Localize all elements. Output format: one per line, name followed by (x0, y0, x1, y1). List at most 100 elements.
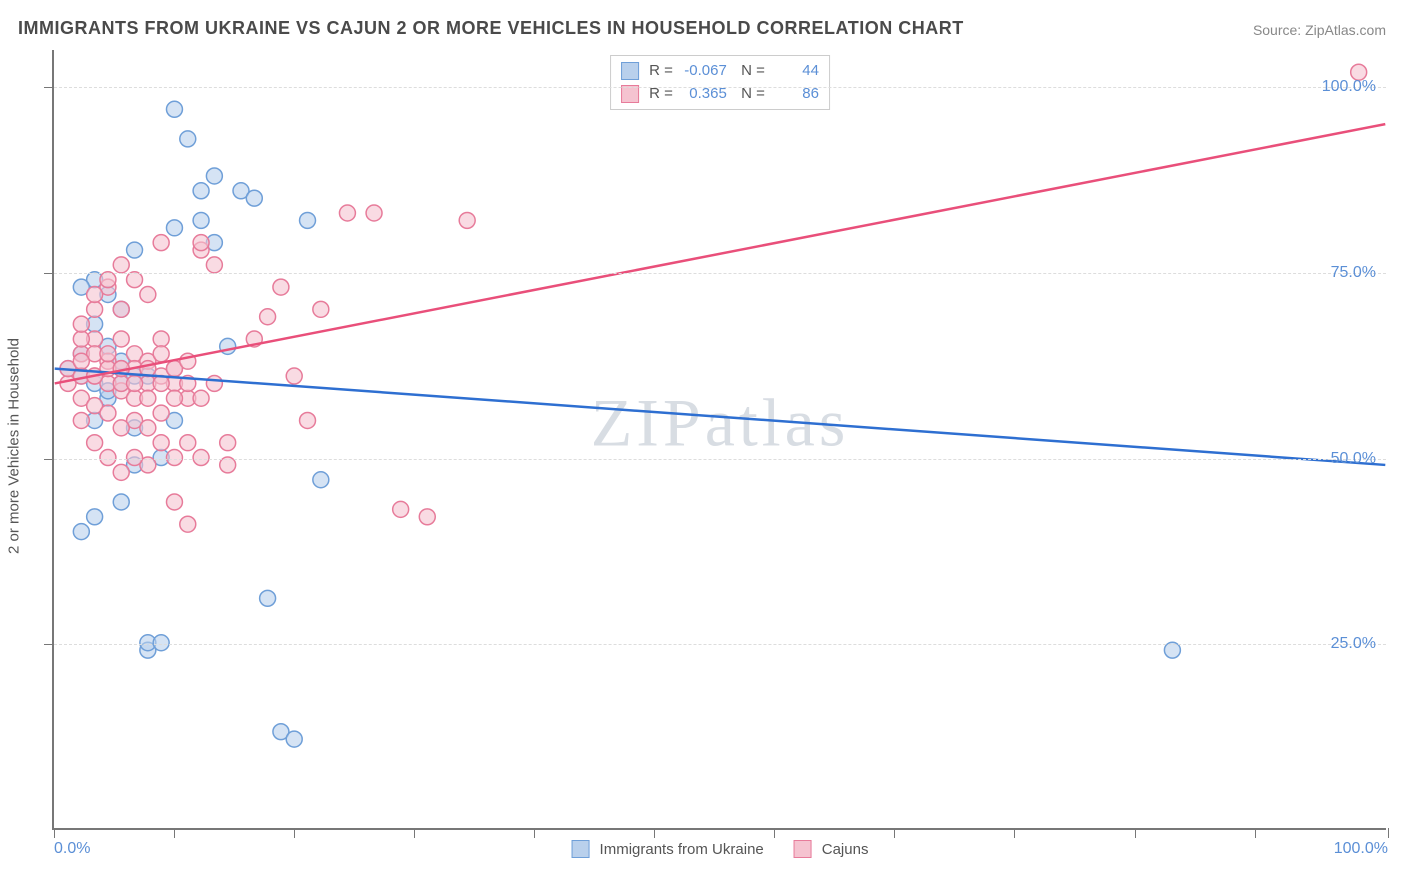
scatter-point-series-1 (87, 287, 103, 303)
scatter-point-series-0 (166, 220, 182, 236)
stat-n-value-1: 86 (771, 83, 819, 106)
scatter-point-series-0 (87, 509, 103, 525)
scatter-point-series-1 (113, 257, 129, 273)
scatter-point-series-1 (87, 435, 103, 451)
gridline (54, 459, 1386, 460)
scatter-point-series-0 (193, 212, 209, 228)
scatter-point-series-1 (153, 331, 169, 347)
ytick (44, 87, 54, 88)
scatter-point-series-0 (246, 190, 262, 206)
scatter-point-series-1 (113, 420, 129, 436)
scatter-point-series-0 (113, 494, 129, 510)
scatter-point-series-1 (153, 346, 169, 362)
plot-area: ZIPatlas R = -0.067 N = 44 R = 0.365 N =… (52, 50, 1386, 830)
scatter-point-series-1 (140, 420, 156, 436)
scatter-point-series-0 (286, 731, 302, 747)
scatter-point-series-1 (140, 390, 156, 406)
legend-swatch-1 (794, 840, 812, 858)
xtick (174, 828, 175, 838)
xtick (1014, 828, 1015, 838)
scatter-point-series-0 (300, 212, 316, 228)
scatter-point-series-1 (113, 301, 129, 317)
scatter-point-series-1 (140, 287, 156, 303)
scatter-point-series-1 (260, 309, 276, 325)
scatter-point-series-1 (180, 435, 196, 451)
ytick-label: 25.0% (1331, 635, 1376, 653)
scatter-point-series-1 (206, 375, 222, 391)
scatter-point-series-1 (206, 257, 222, 273)
stat-n-label-1: N = (733, 83, 765, 106)
scatter-point-series-1 (153, 435, 169, 451)
stat-n-value-0: 44 (771, 60, 819, 83)
scatter-point-series-1 (127, 450, 143, 466)
scatter-point-series-1 (166, 494, 182, 510)
ytick (44, 644, 54, 645)
scatter-point-series-1 (73, 316, 89, 332)
xtick (294, 828, 295, 838)
scatter-point-series-1 (393, 501, 409, 517)
legend-item-0: Immigrants from Ukraine (572, 840, 764, 858)
scatter-point-series-1 (286, 368, 302, 384)
scatter-point-series-1 (153, 405, 169, 421)
ytick-label: 100.0% (1322, 78, 1376, 96)
stats-legend: R = -0.067 N = 44 R = 0.365 N = 86 (610, 55, 830, 110)
legend-item-1: Cajuns (794, 840, 869, 858)
scatter-point-series-1 (100, 405, 116, 421)
ytick (44, 273, 54, 274)
xtick (654, 828, 655, 838)
stat-n-label-0: N = (733, 60, 765, 83)
stat-r-value-1: 0.365 (679, 83, 727, 106)
legend-label-0: Immigrants from Ukraine (600, 841, 764, 858)
scatter-point-series-1 (220, 435, 236, 451)
scatter-point-series-0 (127, 242, 143, 258)
scatter-point-series-1 (459, 212, 475, 228)
scatter-point-series-0 (313, 472, 329, 488)
scatter-point-series-0 (166, 101, 182, 117)
scatter-point-series-0 (206, 168, 222, 184)
xtick (534, 828, 535, 838)
gridline (54, 644, 1386, 645)
stat-r-value-0: -0.067 (679, 60, 727, 83)
scatter-point-series-1 (100, 450, 116, 466)
scatter-point-series-0 (260, 590, 276, 606)
xtick-label: 100.0% (1334, 840, 1388, 858)
ytick (44, 459, 54, 460)
scatter-point-series-0 (73, 524, 89, 540)
scatter-point-series-1 (166, 450, 182, 466)
scatter-point-series-1 (193, 235, 209, 251)
scatter-point-series-0 (180, 131, 196, 147)
xtick (1255, 828, 1256, 838)
gridline (54, 273, 1386, 274)
chart-title: IMMIGRANTS FROM UKRAINE VS CAJUN 2 OR MO… (18, 18, 964, 39)
scatter-point-series-1 (153, 235, 169, 251)
scatter-point-series-1 (73, 353, 89, 369)
scatter-point-series-1 (113, 464, 129, 480)
xtick (1135, 828, 1136, 838)
scatter-point-series-1 (87, 301, 103, 317)
y-axis-label: 2 or more Vehicles in Household (6, 338, 23, 554)
ytick-label: 75.0% (1331, 264, 1376, 282)
scatter-point-series-1 (127, 272, 143, 288)
scatter-point-series-1 (193, 450, 209, 466)
swatch-series-0 (621, 62, 639, 80)
scatter-point-series-0 (193, 183, 209, 199)
bottom-legend: Immigrants from Ukraine Cajuns (572, 840, 869, 858)
xtick-label: 0.0% (54, 840, 90, 858)
scatter-point-series-1 (180, 516, 196, 532)
xtick (774, 828, 775, 838)
scatter-point-series-0 (153, 635, 169, 651)
stat-r-label-1: R = (649, 83, 673, 106)
legend-swatch-0 (572, 840, 590, 858)
legend-label-1: Cajuns (822, 841, 869, 858)
scatter-point-series-1 (73, 331, 89, 347)
chart-svg (54, 50, 1386, 828)
regression-line-series-1 (55, 124, 1386, 383)
scatter-point-series-1 (419, 509, 435, 525)
scatter-point-series-1 (100, 272, 116, 288)
scatter-point-series-1 (100, 346, 116, 362)
scatter-point-series-1 (113, 331, 129, 347)
scatter-point-series-1 (313, 301, 329, 317)
stats-row-1: R = 0.365 N = 86 (621, 83, 819, 106)
stat-r-label-0: R = (649, 60, 673, 83)
xtick (54, 828, 55, 838)
